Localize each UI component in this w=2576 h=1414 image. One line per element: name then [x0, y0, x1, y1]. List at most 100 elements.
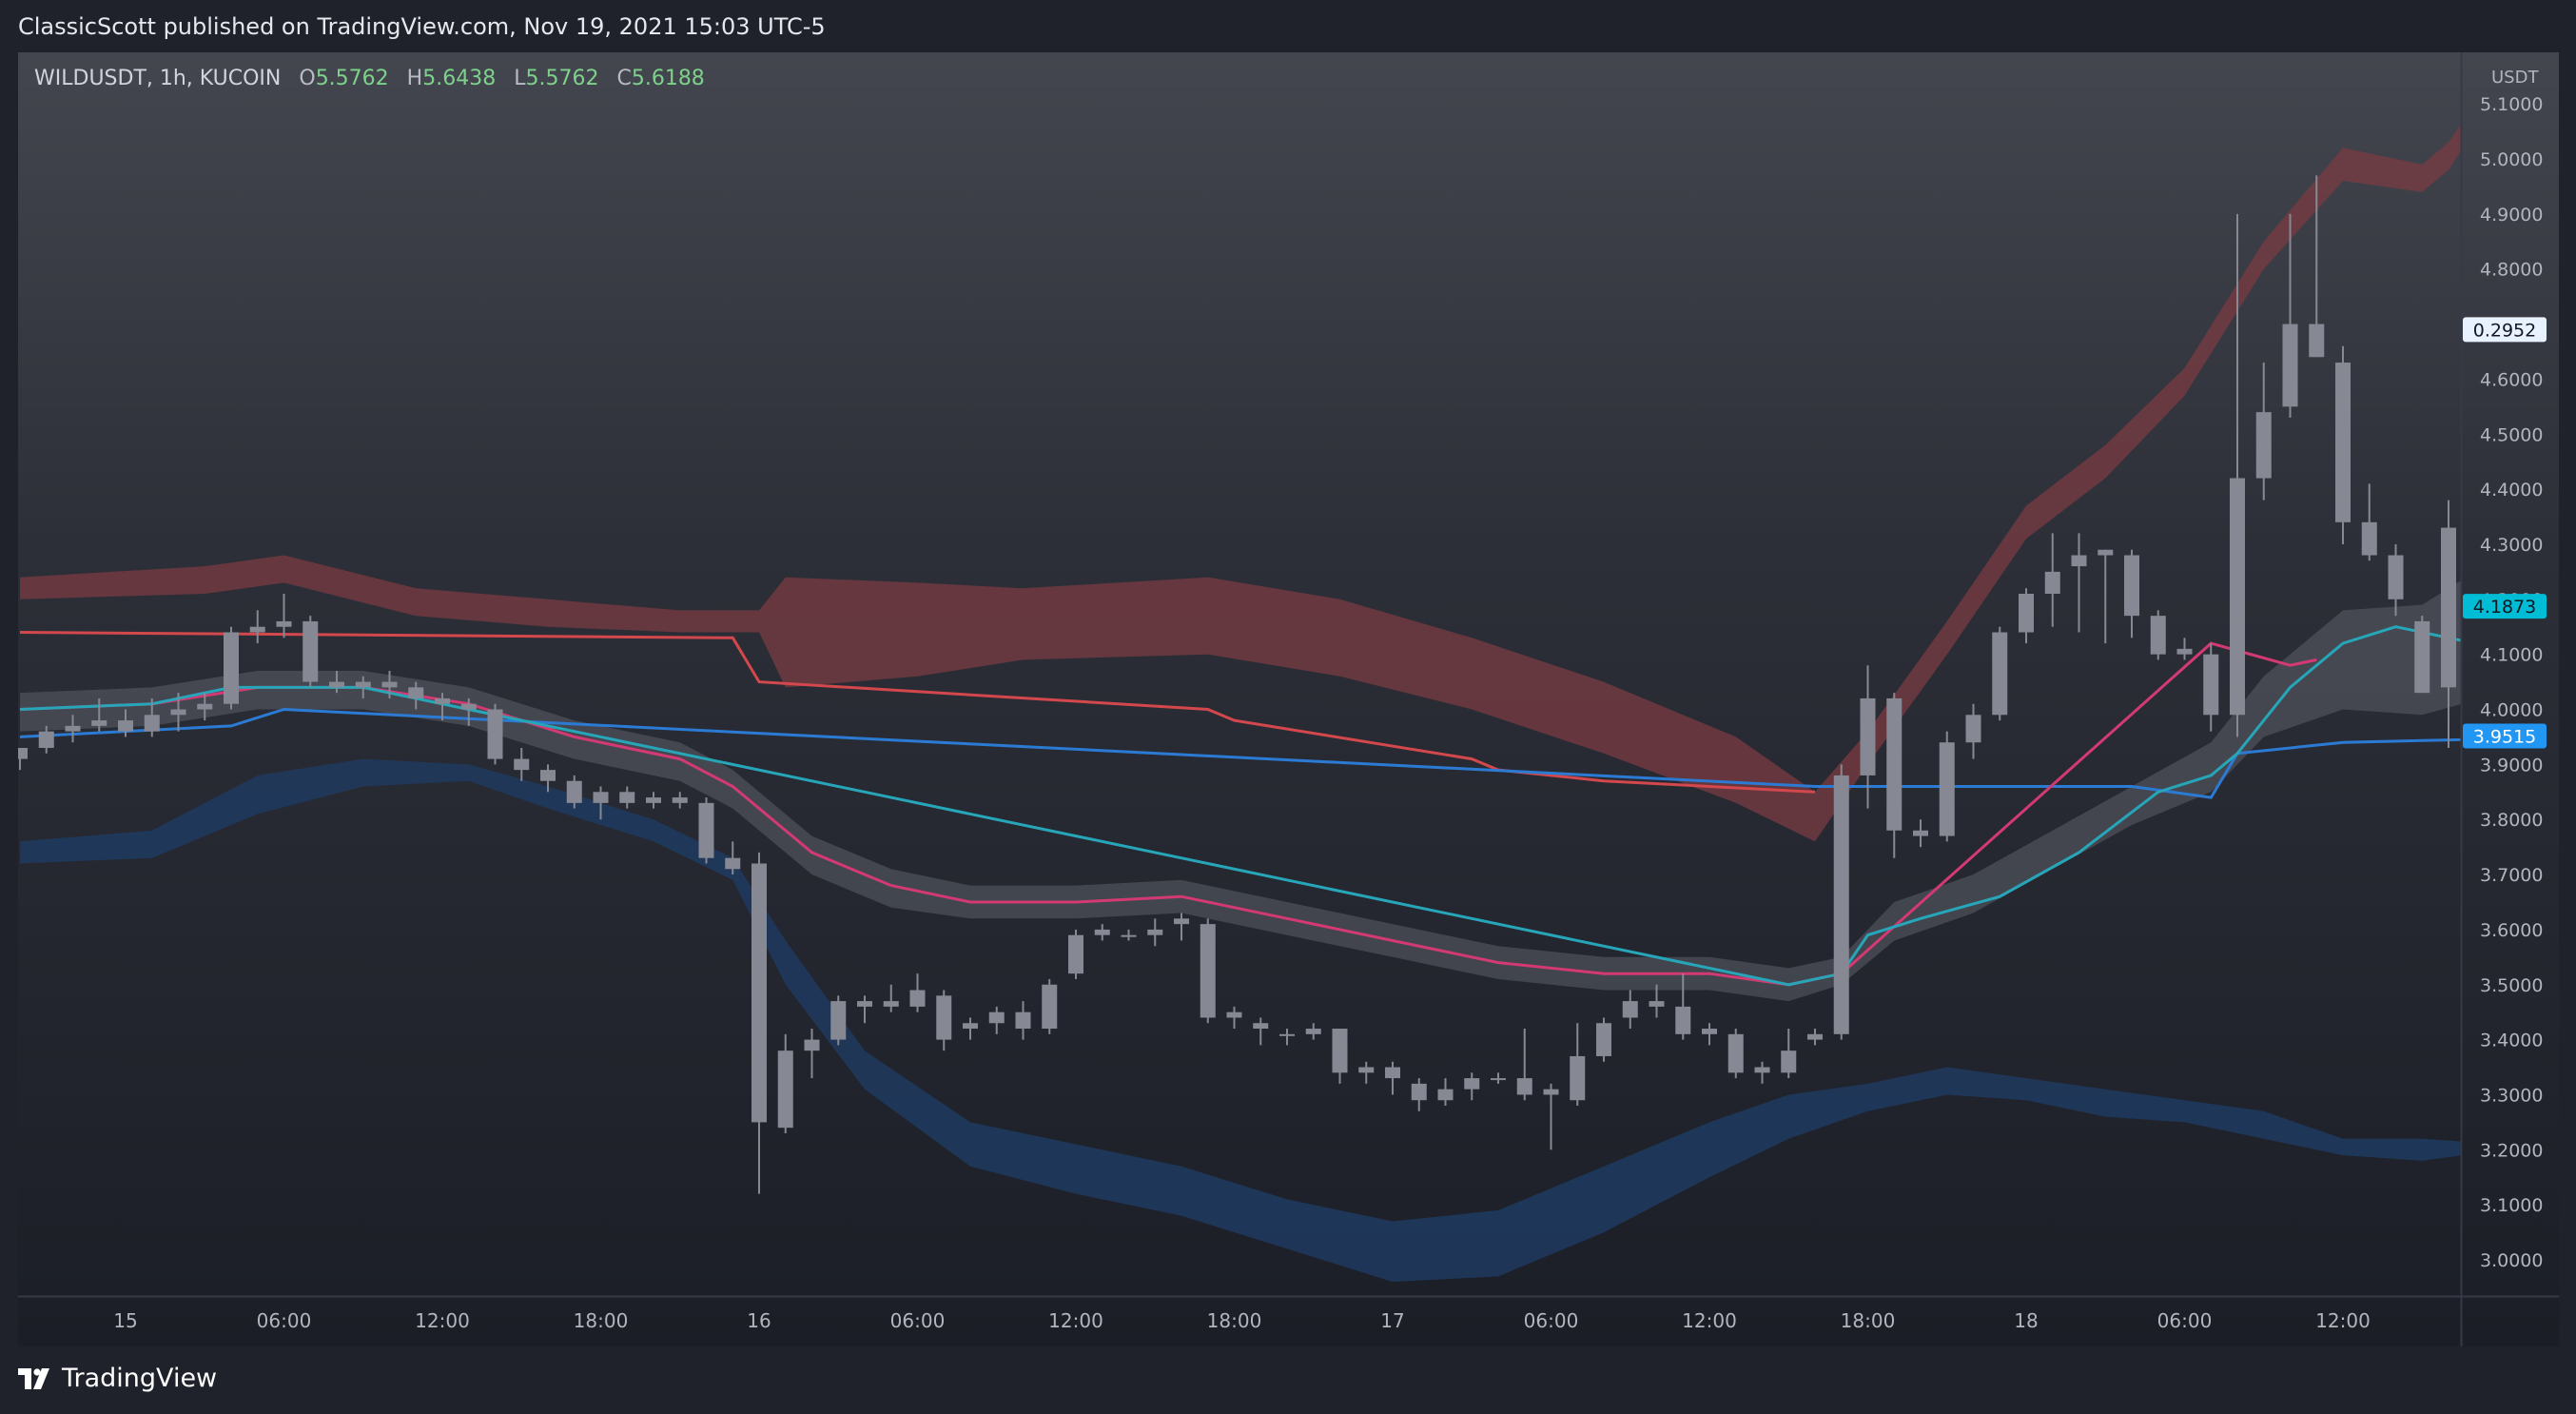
candle: [1913, 819, 1928, 848]
candle-body: [909, 990, 926, 1007]
candle: [2361, 483, 2377, 561]
candle-body: [2441, 527, 2456, 688]
candle-body: [2071, 555, 2087, 567]
candle-body: [329, 681, 344, 688]
candle-body: [118, 720, 133, 732]
close-value: 5.6188: [631, 67, 705, 90]
candle-body: [2414, 620, 2430, 694]
candle: [408, 681, 424, 710]
price-tag-bg: [2463, 317, 2547, 343]
x-tick-label: 18:00: [1207, 1309, 1262, 1332]
chart-area[interactable]: 5.10005.00004.90004.80004.70004.60004.50…: [18, 52, 2559, 1346]
candle-body: [646, 797, 661, 803]
candle: [1015, 1001, 1031, 1040]
candle: [804, 1029, 820, 1079]
candle: [1754, 1061, 1770, 1084]
candle-body: [2309, 324, 2325, 358]
candle-body: [2335, 363, 2351, 522]
candle-body: [1781, 1051, 1797, 1073]
candle-body: [1675, 1006, 1691, 1034]
x-tick-label: 16: [747, 1309, 771, 1332]
close-label: C: [616, 67, 632, 90]
y-tick-label: 3.8000: [2480, 810, 2543, 831]
candle-body: [963, 1023, 978, 1030]
candle: [963, 1017, 978, 1040]
candle: [2335, 345, 2351, 544]
candle: [672, 792, 688, 809]
candle: [1992, 626, 2008, 721]
candle: [2388, 543, 2404, 617]
candle: [18, 747, 28, 771]
price-tag: 4.1873: [2463, 594, 2547, 619]
candle-body: [381, 681, 398, 688]
candle: [2124, 549, 2139, 638]
price-chart[interactable]: 5.10005.00004.90004.80004.70004.60004.50…: [18, 52, 2559, 1346]
candle-body: [988, 1011, 1005, 1024]
candle-body: [1596, 1023, 1611, 1056]
candle: [1570, 1023, 1586, 1107]
x-tick-label: 12:00: [415, 1309, 470, 1332]
high-value: 5.6438: [422, 67, 497, 90]
candle-body: [2361, 521, 2377, 556]
candle: [909, 973, 926, 1012]
candle-body: [18, 747, 28, 759]
y-tick-label: 5.0000: [2480, 149, 2543, 170]
price-tag-label: 4.1873: [2473, 597, 2536, 618]
low-label: L: [514, 67, 526, 90]
candle: [2230, 213, 2245, 737]
x-tick-label: 18:00: [574, 1309, 629, 1332]
y-tick-label: 3.7000: [2480, 865, 2543, 886]
candle: [435, 693, 450, 721]
candle-body: [1042, 984, 1058, 1030]
tradingview-brand[interactable]: TradingView: [18, 1364, 217, 1393]
price-tag-bg: [2463, 594, 2547, 619]
candle: [170, 693, 186, 732]
upper-line: [19, 631, 1816, 794]
candle-body: [1253, 1023, 1269, 1030]
candle: [1886, 693, 1903, 858]
candle-body: [224, 632, 239, 704]
candle: [302, 616, 319, 688]
candle: [2044, 533, 2060, 627]
candle-body: [672, 797, 688, 803]
symbol-label: WILDUSDT, 1h, KUCOIN: [34, 67, 282, 90]
candle: [1305, 1023, 1321, 1040]
low-value: 5.5762: [525, 67, 599, 90]
y-tick-label: 4.9000: [2480, 205, 2543, 226]
candle: [1200, 918, 1216, 1024]
candle: [355, 676, 371, 698]
candle-body: [1305, 1029, 1321, 1034]
candle: [936, 990, 952, 1051]
candle: [144, 697, 160, 737]
candle: [1491, 1072, 1506, 1084]
candle-body: [1200, 924, 1216, 1018]
candle: [65, 715, 81, 743]
y-tick-label: 3.1000: [2480, 1195, 2543, 1216]
upper-band: [20, 124, 2461, 842]
candle: [1516, 1029, 1532, 1101]
candle-body: [249, 626, 265, 633]
candle-body: [1727, 1033, 1744, 1073]
candle: [883, 984, 899, 1012]
candle: [91, 697, 107, 732]
candle: [1094, 924, 1110, 941]
candle-body: [1464, 1078, 1480, 1090]
candle-body: [408, 687, 424, 698]
candle: [381, 671, 398, 698]
candle-body: [1886, 697, 1903, 831]
ohlc-legend[interactable]: WILDUSDT, 1h, KUCOIN O5.5762 H5.6438 L5.…: [34, 67, 705, 90]
candle: [1411, 1078, 1427, 1111]
y-tick-label: 3.0000: [2480, 1250, 2543, 1271]
candle-body: [91, 720, 107, 726]
lower-band: [20, 758, 2461, 1283]
candle-body: [2176, 648, 2193, 655]
candle: [593, 786, 609, 820]
candle: [1068, 929, 1083, 979]
candle-body: [435, 697, 450, 704]
candle-body: [1754, 1067, 1770, 1073]
publisher-caption: ClassicScott published on TradingView.co…: [18, 13, 826, 40]
candle-body: [1385, 1067, 1400, 1079]
candle-body: [2019, 594, 2034, 633]
brand-label: TradingView: [62, 1364, 218, 1393]
candle-body: [698, 802, 714, 858]
